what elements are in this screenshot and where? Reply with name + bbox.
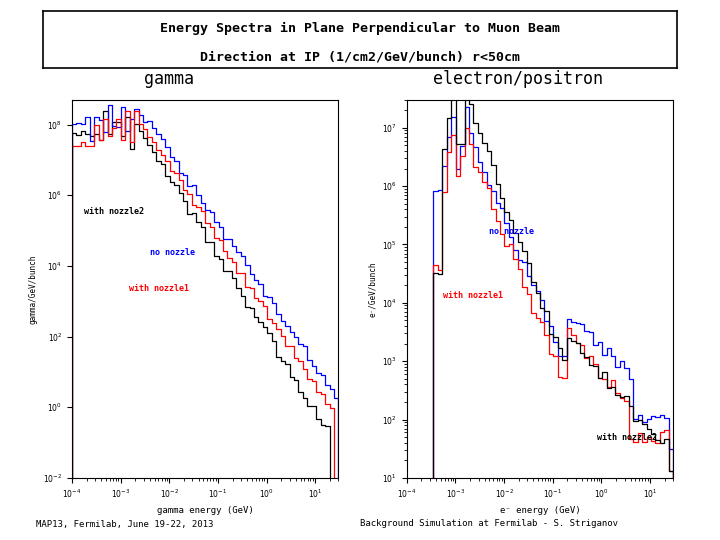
Text: Direction at IP (1/cm2/GeV/bunch) r<50cm: Direction at IP (1/cm2/GeV/bunch) r<50cm: [200, 51, 520, 64]
Text: gamma: gamma: [144, 70, 194, 87]
Text: electron/positron: electron/positron: [433, 70, 603, 87]
Y-axis label: e⁻/GeV/bunch: e⁻/GeV/bunch: [368, 261, 377, 316]
Text: with nozzle2: with nozzle2: [597, 433, 657, 442]
Text: with nozzle1: with nozzle1: [443, 291, 503, 300]
Y-axis label: gamma/GeV/bunch: gamma/GeV/bunch: [29, 254, 37, 323]
X-axis label: e⁻ energy (GeV): e⁻ energy (GeV): [500, 505, 580, 515]
X-axis label: gamma energy (GeV): gamma energy (GeV): [157, 505, 253, 515]
Text: no nozzle: no nozzle: [150, 248, 195, 257]
Text: with nozzle1: with nozzle1: [129, 284, 189, 293]
Text: Background Simulation at Fermilab - S. Striganov: Background Simulation at Fermilab - S. S…: [360, 519, 618, 529]
Text: Energy Spectra in Plane Perpendicular to Muon Beam: Energy Spectra in Plane Perpendicular to…: [160, 22, 560, 36]
Text: no nozzle: no nozzle: [490, 227, 534, 236]
Text: with nozzle2: with nozzle2: [84, 207, 145, 215]
Text: MAP13, Fermilab, June 19-22, 2013: MAP13, Fermilab, June 19-22, 2013: [36, 519, 213, 529]
